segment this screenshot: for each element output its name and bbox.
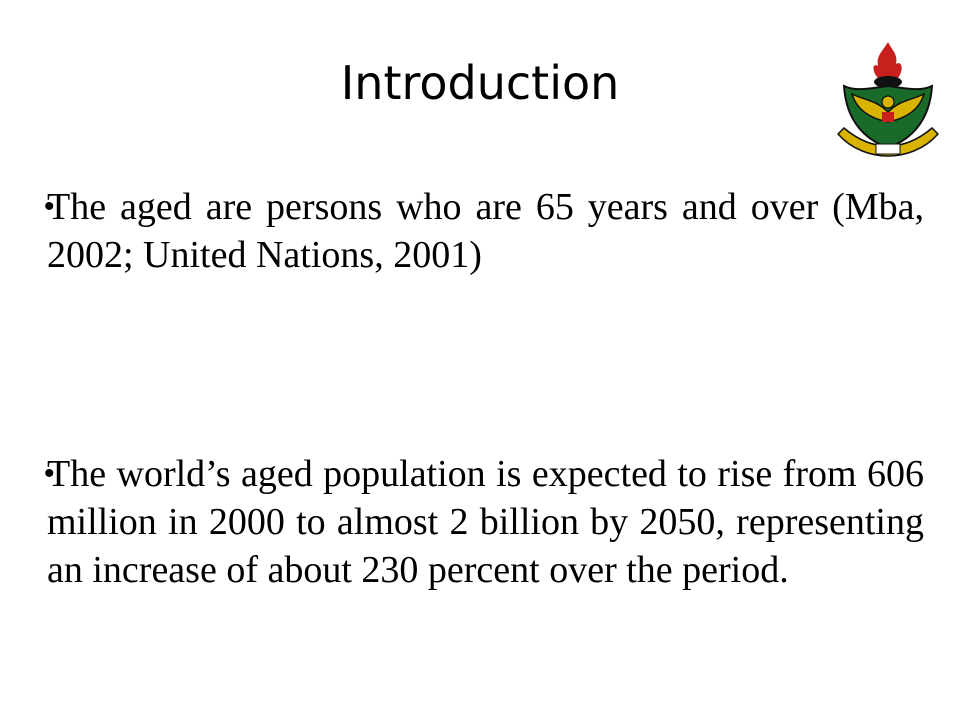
bullet-item: • The world’s aged population is expecte… [44,450,924,594]
bullet-item: • The aged are persons who are 65 years … [44,183,924,279]
bullet-dot: • [44,190,55,223]
bullet-text: The world’s aged population is expected … [47,453,924,591]
university-crest-icon [836,42,940,157]
bullet-dot: • [44,457,55,490]
bullet-text: The aged are persons who are 65 years an… [47,186,924,276]
slide-title: Introduction [340,56,620,110]
